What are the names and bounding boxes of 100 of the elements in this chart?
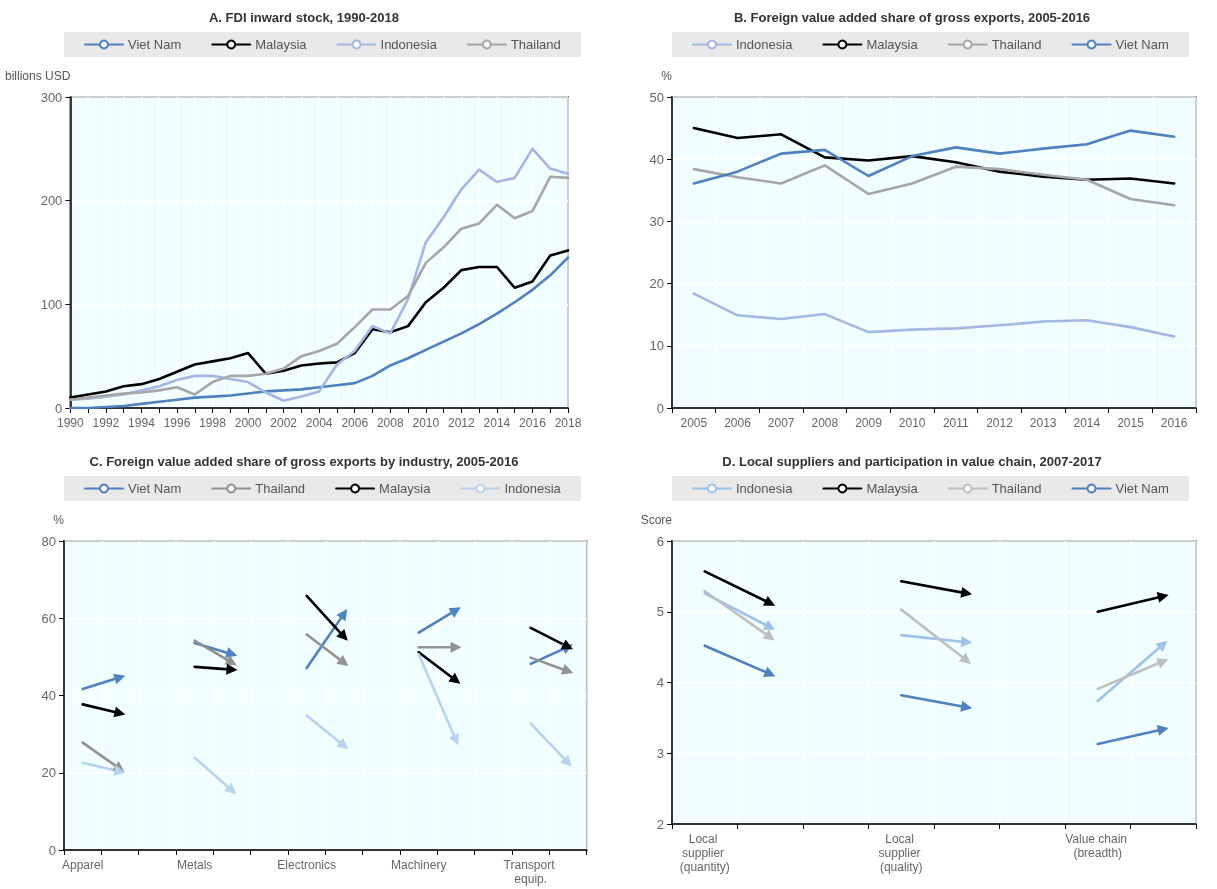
y-tick-label: 6 [656, 533, 664, 549]
legend-label: Viet Nam [128, 37, 182, 52]
point [224, 782, 237, 795]
legend-label: Indonesia [504, 481, 562, 496]
y-tick-label: 200 [40, 193, 63, 209]
x-tick-label: 1994 [128, 416, 156, 430]
legend-label: Viet Nam [128, 481, 182, 496]
x-tick-label: 2010 [898, 416, 926, 430]
x-tick-label: 2013 [1029, 416, 1057, 430]
x-tick-label: Metals [177, 858, 213, 872]
point [762, 595, 776, 606]
y-axis-title: billions USD [5, 69, 71, 83]
x-tick-label: 1998 [199, 416, 227, 430]
x-tick-label: 2004 [305, 416, 333, 430]
point [960, 586, 973, 598]
y-tick-label: 50 [649, 89, 664, 105]
legend-label: Indonesia [736, 37, 794, 52]
x-tick-label: 2011 [942, 416, 970, 430]
point [336, 629, 348, 641]
x-tick-label: 2012 [986, 416, 1014, 430]
point [336, 654, 349, 666]
x-tick-label: 2000 [234, 416, 262, 430]
point [560, 639, 573, 650]
x-tick-label: Apparel [61, 858, 104, 872]
y-tick-label: 40 [649, 151, 664, 167]
legend-label: Thailand [510, 37, 561, 52]
x-tick-label: 2008 [811, 416, 839, 430]
x-tick-label: Local supplier (quantity) [679, 832, 730, 874]
y-axis-title: % [661, 69, 673, 83]
legend-label: Malaysia [866, 481, 919, 496]
x-tick-label: 2016 [1160, 416, 1188, 430]
x-tick-label: 2009 [855, 416, 883, 430]
x-tick-label: 2018 [554, 416, 582, 430]
point [560, 754, 572, 767]
x-tick-label: Local supplier (quality) [878, 832, 924, 874]
chart-title: B. Foreign value added share of gross exports, 2005-2016 [733, 10, 1091, 25]
x-tick-label: 2006 [341, 416, 369, 430]
legend-label: Thailand [255, 481, 306, 496]
legend-label: Indonesia [380, 37, 438, 52]
x-tick-label: 2002 [270, 416, 298, 430]
chart-title: D. Local suppliers and participation in value chain, 2007-2017 [722, 454, 1102, 469]
x-tick-label: 2005 [680, 416, 708, 430]
point [762, 629, 775, 641]
x-tick-label: 2010 [412, 416, 440, 430]
x-tick-label: 2014 [483, 416, 511, 430]
point [561, 664, 574, 675]
point [763, 666, 776, 677]
y-tick-label: 20 [41, 765, 56, 781]
y-tick-label: 20 [649, 276, 664, 292]
point [959, 652, 972, 664]
point [448, 733, 459, 746]
point [448, 672, 461, 684]
legend-label: Thailand [991, 481, 1042, 496]
y-tick-label: 0 [656, 400, 664, 416]
y-tick-label: 2 [656, 816, 664, 832]
y-tick-label: 30 [649, 213, 664, 229]
y-tick-label: 60 [41, 610, 56, 626]
chart-title: C. Foreign value added share of gross exports by industry, 2005-2016 [89, 454, 519, 469]
y-tick-label: 5 [656, 604, 664, 620]
point [113, 706, 126, 718]
x-tick-label: 2007 [767, 416, 795, 430]
x-tick-label: 2012 [448, 416, 476, 430]
x-tick-label: 1992 [92, 416, 120, 430]
legend-label: Malaysia [379, 481, 432, 496]
point [225, 647, 238, 658]
legend-label: Viet Nam [1115, 481, 1169, 496]
x-tick-label: 2015 [1117, 416, 1145, 430]
legend-label: Indonesia [736, 481, 794, 496]
x-tick-label: 2016 [519, 416, 547, 430]
x-tick-label: 2008 [376, 416, 404, 430]
y-tick-label: 10 [649, 338, 664, 354]
point [960, 700, 973, 712]
chart-title: A. FDI inward stock, 1990-2018 [208, 10, 400, 25]
y-tick-label: 0 [48, 842, 56, 858]
point [226, 663, 238, 675]
point [224, 655, 237, 666]
line-series [692, 292, 1176, 338]
x-tick-label: 2014 [1073, 416, 1101, 430]
line-series [692, 164, 1176, 207]
x-tick-label: Value chain (breadth) [1065, 832, 1131, 860]
point [450, 641, 462, 653]
legend-label: Thailand [991, 37, 1042, 52]
x-tick-label: Machinery [391, 858, 447, 872]
point [762, 619, 776, 630]
point [960, 636, 973, 648]
y-tick-label: 3 [656, 745, 664, 761]
y-tick-label: 100 [40, 296, 63, 312]
x-tick-label: 2006 [724, 416, 752, 430]
point [336, 737, 349, 750]
legend-label: Malaysia [866, 37, 919, 52]
x-tick-label: Electronics [277, 858, 337, 872]
y-tick-label: 40 [41, 688, 56, 703]
y-tick-label: 80 [41, 533, 56, 549]
x-tick-label: Transport equip. [503, 858, 558, 886]
legend-label: Viet Nam [1115, 37, 1169, 52]
y-axis-title: % [53, 513, 65, 527]
y-tick-label: 300 [40, 89, 63, 105]
x-tick-label: 1996 [163, 416, 191, 430]
y-tick-label: 0 [55, 400, 63, 416]
x-tick-label: 1990 [57, 416, 85, 430]
